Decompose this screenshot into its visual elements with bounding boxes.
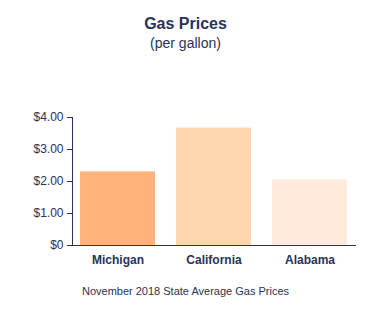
svg-text:$4.00: $4.00	[33, 110, 63, 124]
svg-text:California: California	[186, 253, 242, 267]
svg-text:$1.00: $1.00	[33, 206, 63, 220]
svg-text:$0: $0	[50, 238, 64, 252]
html-text:(per gallon): (per gallon)	[150, 35, 221, 51]
html-text:November 2018 State Average Ga: November 2018 State Average Gas Prices	[82, 285, 289, 297]
svg-text:Alabama: Alabama	[285, 253, 335, 267]
svg-text:Michigan: Michigan	[92, 253, 144, 267]
svg-text:$3.00: $3.00	[33, 142, 63, 156]
html-text:Gas Prices: Gas Prices	[144, 15, 227, 32]
svg-text:$2.00: $2.00	[33, 174, 63, 188]
